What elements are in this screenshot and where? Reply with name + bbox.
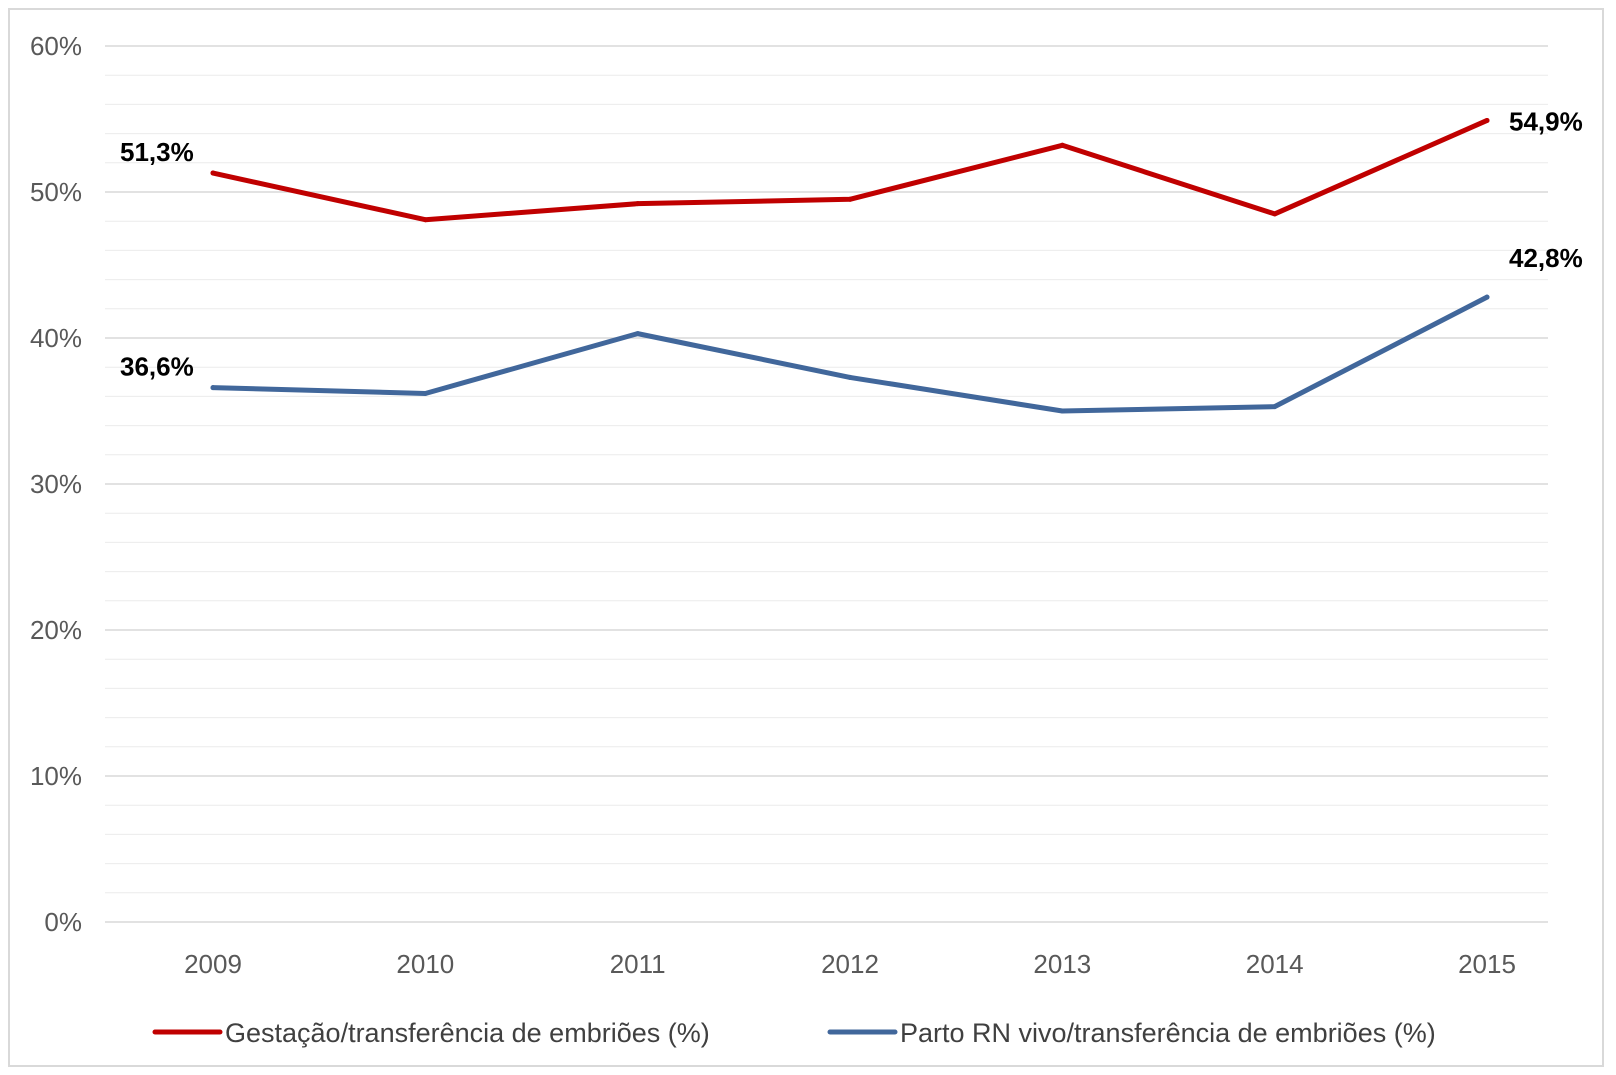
gridlines xyxy=(105,45,1548,923)
x-tick-label: 2011 xyxy=(610,949,666,979)
data-point xyxy=(1484,294,1490,300)
x-tick-label: 2013 xyxy=(1033,949,1091,979)
data-point xyxy=(635,201,641,207)
y-tick-label: 30% xyxy=(30,469,82,499)
data-label: 36,6% xyxy=(120,352,194,382)
y-axis-ticks: 0% 10% 20% 30% 40% 50% 60% xyxy=(30,31,82,937)
data-label: 54,9% xyxy=(1509,106,1583,136)
x-tick-label: 2010 xyxy=(396,949,454,979)
data-labels: 51,3% 54,9% 36,6% 42,8% xyxy=(120,106,1583,381)
data-point xyxy=(847,196,853,202)
data-label: 42,8% xyxy=(1509,243,1583,273)
data-label: 51,3% xyxy=(120,137,194,167)
x-tick-label: 2014 xyxy=(1246,949,1304,979)
series-line-2 xyxy=(210,294,1490,414)
data-point xyxy=(1059,142,1065,148)
y-tick-label: 10% xyxy=(30,761,82,791)
y-tick-label: 40% xyxy=(30,323,82,353)
series-lines xyxy=(210,117,1490,414)
data-point xyxy=(210,385,216,391)
y-tick-label: 60% xyxy=(30,31,82,61)
x-tick-label: 2012 xyxy=(821,949,879,979)
data-point xyxy=(422,217,428,223)
legend-label: Gestação/transferência de embriões (%) xyxy=(225,1018,710,1048)
data-point xyxy=(210,170,216,176)
data-point xyxy=(847,374,853,380)
x-tick-label: 2009 xyxy=(184,949,242,979)
y-tick-label: 20% xyxy=(30,615,82,645)
legend-label: Parto RN vivo/transferência de embriões … xyxy=(900,1018,1436,1048)
x-tick-label: 2015 xyxy=(1458,949,1516,979)
x-axis-ticks: 2009 2010 2011 2012 2013 2014 2015 xyxy=(184,949,1516,979)
y-tick-label: 0% xyxy=(44,907,82,937)
data-point xyxy=(635,331,641,337)
legend: Gestação/transferência de embriões (%) Pa… xyxy=(152,1018,1436,1048)
y-tick-label: 50% xyxy=(30,177,82,207)
series-line-1 xyxy=(210,117,1490,223)
data-point xyxy=(1484,117,1490,123)
data-point xyxy=(1059,408,1065,414)
data-point xyxy=(1272,211,1278,217)
data-point xyxy=(1272,404,1278,410)
data-point xyxy=(422,390,428,396)
